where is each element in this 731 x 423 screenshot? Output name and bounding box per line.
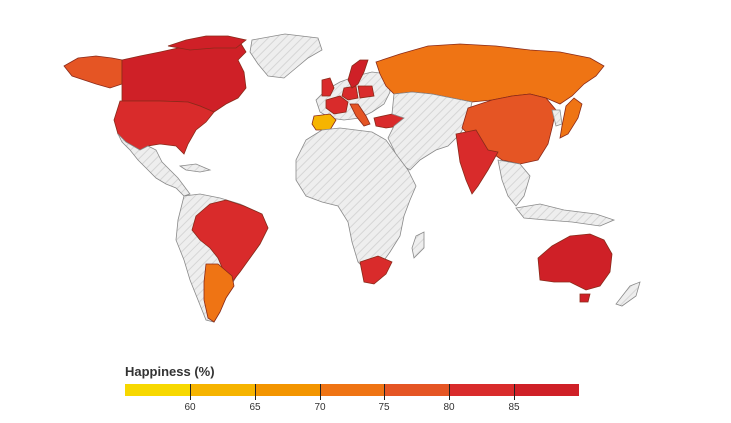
region-middle-east[interactable] [387,91,473,171]
legend-swatch [125,384,190,396]
legend-swatch [189,384,255,396]
region-africa[interactable] [295,127,417,273]
legend-tick [514,384,515,400]
legend-tick-label: 85 [508,402,520,413]
legend-tick [449,384,450,400]
region-south-africa[interactable] [359,255,393,285]
region-australia[interactable] [537,233,613,291]
legend-swatch [319,384,385,396]
region-spain[interactable] [311,113,337,131]
legend-tick-label: 80 [443,402,455,413]
region-germany[interactable] [341,85,359,101]
region-sweden[interactable] [347,59,369,89]
region-new-zealand[interactable] [615,281,641,307]
region-italy[interactable] [349,103,371,127]
region-united-kingdom[interactable] [321,77,335,97]
legend-swatch [449,384,515,396]
region-argentina[interactable] [203,263,235,323]
legend-tick [190,384,191,400]
region-japan[interactable] [559,97,583,139]
legend-title: Happiness (%) [125,364,215,379]
legend-swatch [514,384,580,396]
region-southeast-asia[interactable] [497,159,531,207]
region-alaska[interactable] [63,55,123,89]
legend-tick [384,384,385,400]
region-tasmania[interactable] [579,293,591,303]
legend-tick-label: 60 [184,402,196,413]
legend-tick-label: 75 [378,402,390,413]
region-madagascar[interactable] [411,231,425,259]
legend-tick [255,384,256,400]
legend-tick-label: 70 [314,402,326,413]
legend-tick-label: 65 [249,402,261,413]
legend-swatch [384,384,450,396]
region-mexico[interactable] [117,133,191,197]
legend-tick [320,384,321,400]
region-brazil[interactable] [191,199,269,283]
region-india[interactable] [455,129,499,195]
region-caribbean[interactable] [178,163,212,173]
region-indonesia[interactable] [515,203,616,227]
legend-color-scale [125,384,580,396]
legend-swatch [254,384,320,396]
region-greenland[interactable] [249,33,323,79]
region-france[interactable] [325,95,349,115]
region-poland[interactable] [357,85,375,99]
region-canada-islands[interactable] [167,35,247,51]
